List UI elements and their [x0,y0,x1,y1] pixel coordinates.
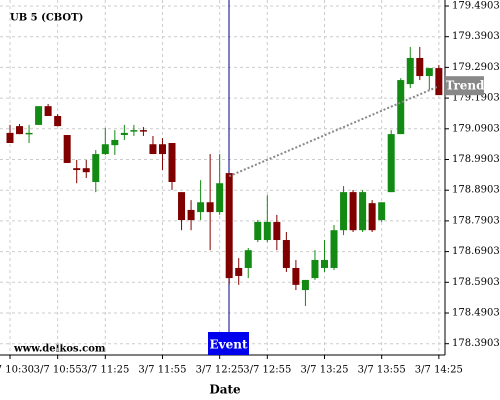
candle-body [139,130,147,132]
candle-body [197,202,205,213]
y-tick-label: 179.0903 [452,123,500,134]
x-tick-label: 3/7 11:25 [81,365,129,376]
candle-body [397,80,405,135]
candle-body [378,202,386,221]
candle-body [311,259,319,279]
candle-body [25,132,33,135]
candle-body [244,250,252,268]
x-tick-label: 3/7 13:55 [358,365,406,376]
candle-body [292,267,300,285]
candle-body [111,139,119,146]
candle-body [206,202,214,213]
candle-body [216,183,224,213]
y-tick-label: 178.8903 [452,185,500,196]
candle-body [130,130,138,132]
candle-body [149,144,157,155]
candle-body [6,132,14,144]
y-tick-label: 178.3903 [452,338,500,349]
candle-body [16,126,24,135]
candle-body [120,132,128,136]
candle-body [82,168,90,173]
candle-body [44,106,52,116]
candle-body [387,134,395,193]
candle-body [187,209,195,221]
y-tick-label: 179.2903 [452,62,500,73]
candle-body [416,57,424,77]
candle-body [158,144,166,155]
x-axis-label: Date [209,383,241,397]
candle-body [273,221,281,241]
candle-body [301,279,309,291]
candle-body [92,154,100,182]
x-tick-label: 3/7 10:55 [34,365,82,376]
trend-label: Trend [445,79,485,93]
candle-body [225,173,233,279]
candle-body [406,57,414,85]
x-tick-label: 3/7 12:25 [196,365,244,376]
candle-body [73,168,81,171]
trend-box [446,76,484,96]
watermark: www.delkos.com [13,344,106,355]
y-tick-label: 178.4903 [452,308,500,319]
candle-body [178,192,186,221]
y-tick-label: 178.9903 [452,154,500,165]
y-tick-label: 178.5903 [452,277,500,288]
y-tick-label: 179.3903 [452,31,500,42]
y-tick-label: 178.6903 [452,246,500,257]
y-tick-label: 178.7903 [452,215,500,226]
candle-body [235,267,243,276]
x-tick-label: 3/7 14:25 [415,365,463,376]
x-tick-label: 3/7 12:55 [243,365,291,376]
candle-body [368,203,376,231]
y-tick-label: 179.4903 [452,0,500,11]
x-tick-label: 3/7 10:30 [0,365,34,376]
candle-body [349,192,357,231]
candle-body [425,68,433,77]
candle-body [340,192,348,231]
x-tick-label: 3/7 13:25 [300,365,348,376]
candle-body [263,221,271,241]
candle-body [330,230,338,268]
x-tick-label: 3/7 11:55 [138,365,186,376]
candle-body [54,115,62,127]
candle-body [35,106,43,125]
candle-body [101,144,109,155]
chart-title: UB 5 (CBOT) [10,13,83,24]
event-label: Event [209,338,247,352]
candle-body [320,259,328,268]
candle-body [359,192,367,231]
candle-body [282,240,290,268]
candle-body [168,143,176,182]
candle-body [63,135,71,163]
candle-body [435,68,443,96]
y-tick-label: 179.1903 [452,93,500,104]
event-box [208,332,249,355]
candle-body [254,221,262,241]
